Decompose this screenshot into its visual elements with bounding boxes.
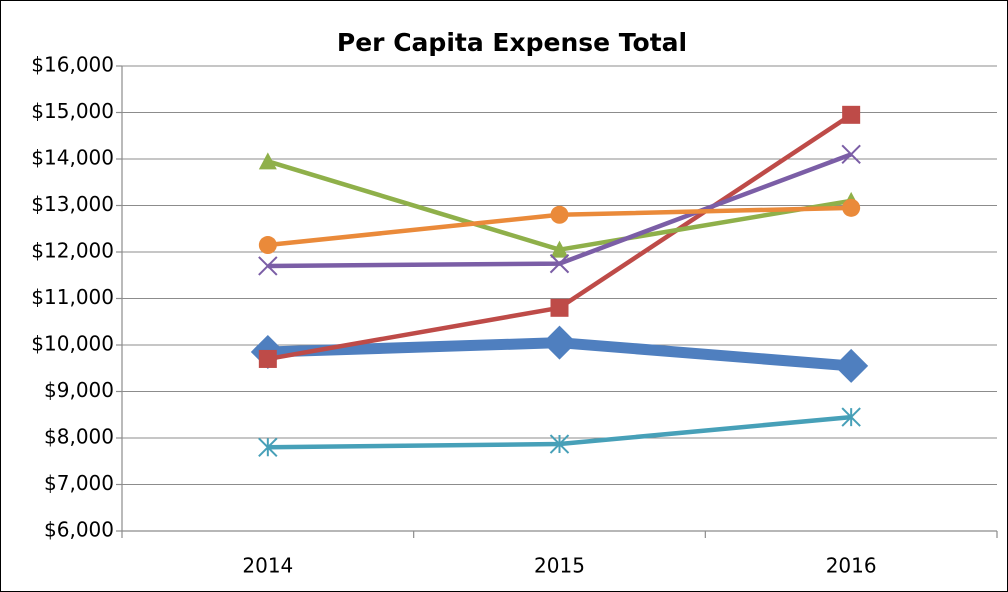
y-tick-label: $13,000 — [31, 192, 114, 216]
marker — [258, 256, 278, 276]
y-tick-label: $7,000 — [44, 471, 114, 495]
marker — [550, 240, 569, 258]
marker — [258, 236, 277, 255]
x-tick-label: 2014 — [242, 554, 293, 578]
y-tick-label: $10,000 — [31, 332, 114, 356]
marker — [841, 407, 861, 427]
y-tick-label: $6,000 — [44, 518, 114, 542]
marker — [841, 144, 861, 165]
y-tick-label: $9,000 — [44, 378, 114, 402]
marker — [258, 152, 277, 170]
y-tick-label: $8,000 — [44, 425, 114, 449]
marker — [550, 298, 569, 317]
y-tick-label: $16,000 — [31, 53, 114, 77]
chart-title: Per Capita Expense Total — [337, 28, 687, 57]
x-tick-label: 2016 — [826, 554, 877, 578]
marker — [834, 348, 869, 383]
marker — [258, 349, 277, 368]
marker — [542, 325, 577, 360]
marker — [549, 434, 570, 454]
y-tick-label: $15,000 — [31, 99, 114, 123]
y-tick-label: $11,000 — [31, 285, 114, 309]
marker — [258, 437, 278, 458]
marker — [549, 253, 570, 274]
x-tick-label: 2015 — [534, 554, 585, 578]
marker — [842, 105, 861, 124]
y-tick-label: $14,000 — [31, 146, 114, 170]
marker — [842, 198, 861, 217]
marker — [550, 205, 569, 224]
y-tick-label: $12,000 — [31, 239, 114, 263]
